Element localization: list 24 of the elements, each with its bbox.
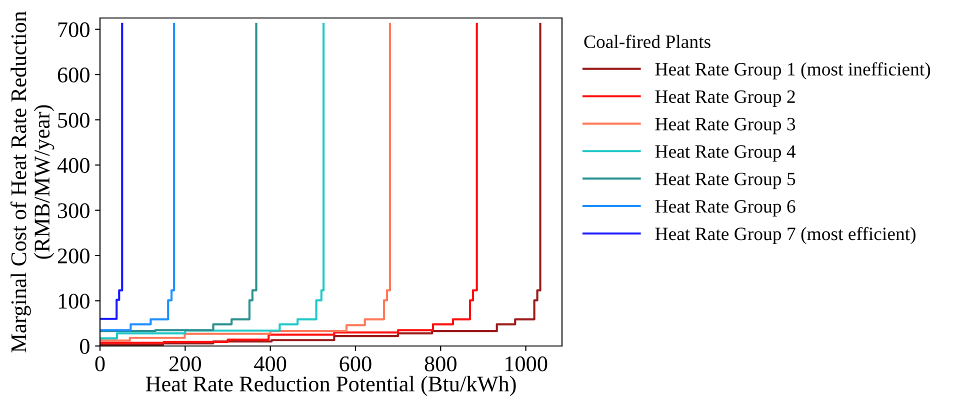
legend-title: Coal-fired Plants: [584, 34, 710, 48]
y-tick-label: 500: [58, 112, 90, 128]
x-tick-label: 200: [169, 356, 201, 372]
y-axis-title: Marginal Cost of Heat Rate Reduction (RMB/MW/year): [10, 11, 54, 352]
legend-label: Heat Rate Group 3: [655, 118, 796, 134]
y-tick-label: 0: [80, 338, 90, 354]
y-tick-label: 200: [58, 248, 90, 264]
x-tick-label: 600: [340, 356, 372, 372]
legend-label: Heat Rate Group 7 (most efficient): [655, 226, 916, 244]
y-tick-label: 300: [58, 203, 90, 218]
y-tick-label: 100: [58, 294, 90, 309]
y-tick-label: 400: [57, 158, 90, 173]
legend-label: Heat Rate Group 4: [655, 145, 796, 162]
x-tick-label: 400: [254, 356, 286, 372]
y-tick-label: 700: [58, 22, 90, 38]
x-tick-label: 0: [95, 356, 105, 372]
legend-label: Heat Rate Group 1 (most inefficient): [655, 62, 930, 80]
y-tick-label: 600: [58, 67, 90, 82]
legend-label: Heat Rate Group 2: [655, 90, 795, 107]
x-tick-label: 1000: [506, 356, 548, 372]
x-axis-title: Heat Rate Reduction Potential (Btu/kWh): [146, 376, 516, 396]
x-tick-label: 800: [424, 356, 456, 372]
legend-label: Heat Rate Group 6: [655, 200, 796, 217]
legend-label: Heat Rate Group 5: [655, 172, 796, 190]
